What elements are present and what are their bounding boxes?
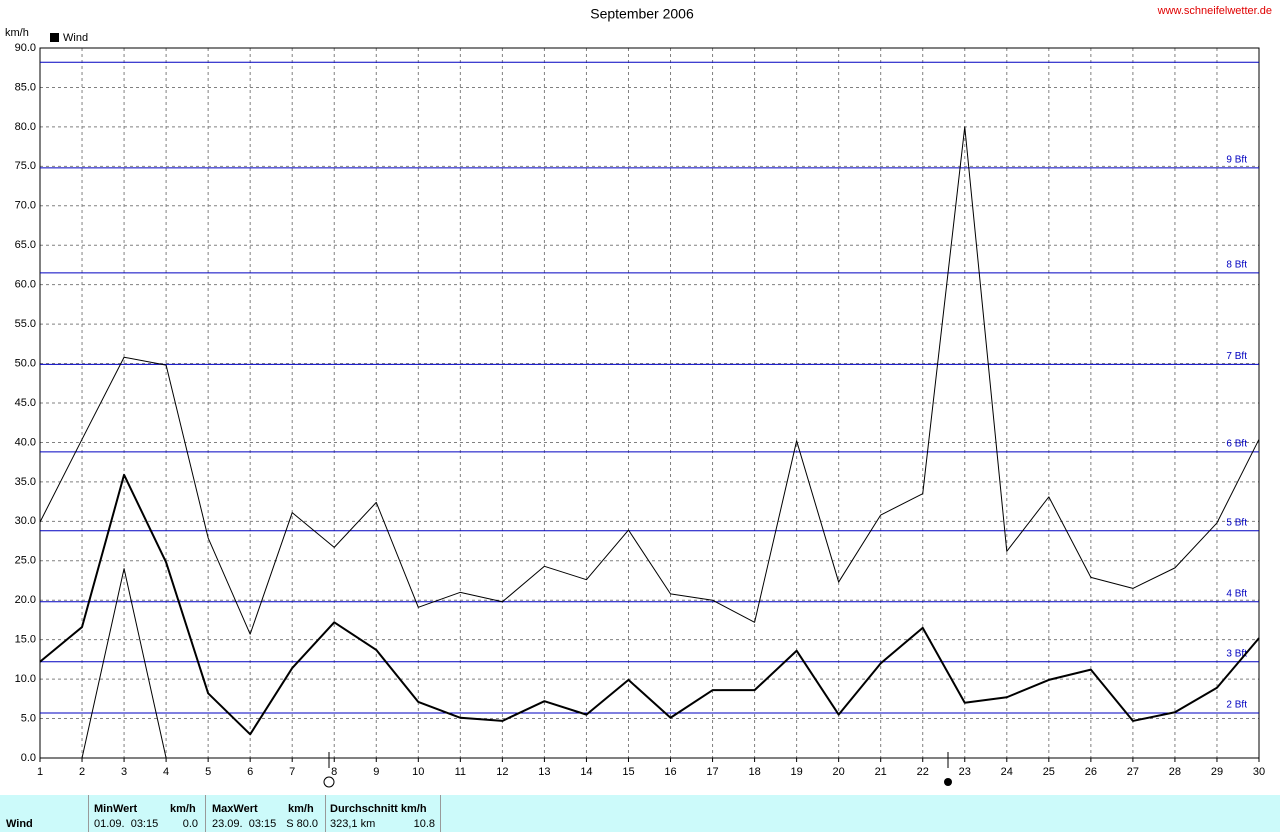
x-tick-label: 29	[1211, 766, 1223, 778]
y-tick-label: 50.0	[15, 357, 36, 369]
x-tick-label: 15	[622, 766, 634, 778]
separator	[205, 795, 206, 832]
y-tick-label: 80.0	[15, 121, 36, 133]
source: www.schneifelwetter.de	[1157, 5, 1272, 17]
data-line	[39, 473, 1260, 736]
x-tick-label: 8	[331, 766, 337, 778]
x-tick-label: 27	[1127, 766, 1139, 778]
x-tick-label: 25	[1043, 766, 1055, 778]
separator	[88, 795, 89, 832]
chart: September 2006 www.schneifelwetter.de km…	[5, 5, 1272, 788]
y-tick-label: 0.0	[21, 752, 36, 764]
x-tick-label: 3	[121, 766, 127, 778]
full-moon-icon	[323, 776, 335, 788]
header: Durchschnitt km/h	[330, 803, 427, 815]
separator	[325, 795, 326, 832]
x-tick-label: 9	[373, 766, 379, 778]
x-tick-label: 17	[706, 766, 718, 778]
row-label: Wind	[6, 818, 33, 830]
y-tick-label: 5.0	[21, 712, 36, 724]
x-tick-label: 11	[455, 766, 466, 778]
x-tick-label: 2	[79, 766, 85, 778]
x-tick-label: 13	[538, 766, 550, 778]
y-tick-label: 85.0	[15, 81, 36, 93]
x-tick-label: 28	[1169, 766, 1181, 778]
x-tick-label: 14	[580, 766, 592, 778]
x-tick-label: 23	[959, 766, 971, 778]
x-tick-label: 12	[496, 766, 508, 778]
y-tick-label: 70.0	[15, 200, 36, 212]
y-tick-label: 45.0	[15, 397, 36, 409]
x-tick-label: 19	[790, 766, 802, 778]
data-line	[39, 126, 1260, 635]
y-tick-label: 10.0	[15, 673, 36, 685]
x-tick-label: 21	[875, 766, 887, 778]
y-tick-label: 25.0	[15, 555, 36, 567]
legend-label: Wind	[63, 32, 88, 44]
x-tick-label: 1	[37, 766, 43, 778]
stats-table: Wind MinWert km/h 01.09. 03:15 0.0 MaxWe…	[0, 795, 1280, 832]
when: 01.09. 03:15	[94, 818, 159, 830]
y-tick-label: 35.0	[15, 476, 36, 488]
chart-title: September 2006	[590, 6, 694, 22]
data-line	[40, 568, 1259, 759]
y-tick-label: 75.0	[15, 160, 36, 172]
x-tick-label: 18	[748, 766, 760, 778]
beaufort-label: 4 Bft	[1226, 588, 1247, 599]
y-tick-label: 15.0	[15, 634, 36, 646]
x-tick-label: 7	[289, 766, 295, 778]
x-tick-label: 30	[1253, 766, 1265, 778]
x-tick-label: 4	[163, 766, 169, 778]
x-tick-label: 26	[1085, 766, 1097, 778]
beaufort-label: 9 Bft	[1226, 155, 1247, 166]
unit: km/h	[170, 803, 196, 815]
y-tick-label: 30.0	[15, 515, 36, 527]
beaufort-label: 8 Bft	[1226, 259, 1247, 270]
separator	[440, 795, 441, 832]
x-tick-label: 5	[205, 766, 211, 778]
beaufort-label: 2 Bft	[1226, 700, 1247, 711]
header: MaxWert	[212, 803, 258, 815]
x-tick-label: 10	[412, 766, 424, 778]
y-axis-label: km/h	[5, 27, 29, 39]
beaufort-label: 6 Bft	[1226, 439, 1247, 450]
beaufort-label: 7 Bft	[1226, 351, 1247, 362]
distance: 323,1 km	[330, 818, 376, 830]
value: 0.0	[182, 818, 198, 830]
beaufort-label: 3 Bft	[1226, 648, 1247, 659]
new-moon-icon	[944, 778, 952, 786]
x-tick-label: 22	[917, 766, 929, 778]
x-tick-label: 20	[833, 766, 845, 778]
unit: km/h	[288, 803, 314, 815]
x-tick-label: 6	[247, 766, 253, 778]
legend-swatch	[50, 33, 59, 42]
y-tick-label: 40.0	[15, 436, 36, 448]
value: S 80.0	[286, 818, 318, 830]
y-tick-label: 60.0	[15, 279, 36, 291]
beaufort-label: 5 Bft	[1226, 517, 1247, 528]
header: MinWert	[94, 803, 138, 815]
y-tick-label: 20.0	[15, 594, 36, 606]
y-tick-label: 90.0	[15, 42, 36, 54]
when: 23.09. 03:15	[212, 818, 277, 830]
y-tick-label: 65.0	[15, 239, 36, 251]
x-tick-label: 16	[664, 766, 676, 778]
y-tick-label: 55.0	[15, 318, 36, 330]
value: 10.8	[413, 818, 435, 830]
x-tick-label: 24	[1001, 766, 1013, 778]
